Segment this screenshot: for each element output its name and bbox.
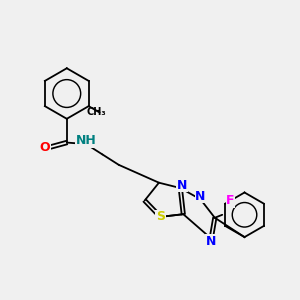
Text: F: F	[226, 194, 235, 207]
Text: O: O	[40, 140, 50, 154]
Text: NH: NH	[76, 134, 97, 147]
Text: N: N	[177, 178, 187, 192]
Text: N: N	[195, 190, 206, 203]
Text: S: S	[156, 210, 165, 224]
Text: N: N	[206, 235, 216, 248]
Text: CH₃: CH₃	[86, 107, 106, 118]
